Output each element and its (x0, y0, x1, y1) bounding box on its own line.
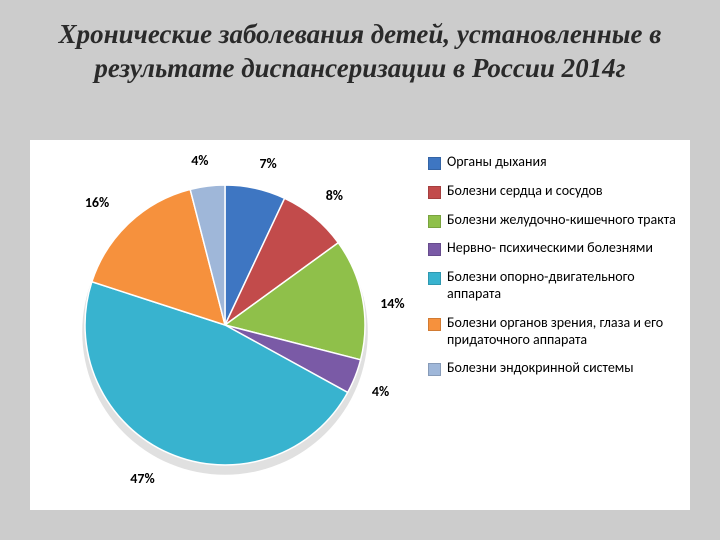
legend-label: Болезни эндокринной системы (447, 360, 634, 377)
legend-label: Болезни сердца и сосудов (447, 183, 603, 200)
chart-box: 7% 8% 14% 4% 47% 16% 4% Органы дыхания Болезни … (30, 140, 690, 510)
legend-item: Нервно- психическими болезнями (428, 240, 678, 257)
pie-wrap: 7%8%14%4%47%16%4% (50, 150, 400, 500)
legend-swatch (428, 272, 441, 285)
legend-item: Органы дыхания (428, 154, 678, 171)
legend-label: Органы дыхания (447, 154, 547, 171)
legend-label: Болезни органов зрения, глаза и его прид… (447, 315, 678, 349)
chart-title: Хронические заболевания детей, установле… (0, 0, 720, 92)
legend-item: Болезни желудочно-кишечного тракта (428, 212, 678, 229)
legend-label: Болезни опорно-двигательного аппарата (447, 269, 678, 303)
pie-data-label: 14% (380, 295, 404, 312)
legend-swatch (428, 215, 441, 228)
pie-data-label: 8% (326, 187, 343, 204)
legend: Органы дыхания Болезни сердца и сосудов Бо… (428, 154, 678, 389)
legend-swatch (428, 157, 441, 170)
legend-label: Нервно- психическими болезнями (447, 240, 653, 257)
slide: Хронические заболевания детей, установле… (0, 0, 720, 540)
legend-swatch (428, 186, 441, 199)
legend-label: Болезни желудочно-кишечного тракта (447, 212, 676, 229)
pie-data-label: 47% (130, 470, 154, 487)
pie-data-label: 16% (85, 194, 109, 211)
legend-item: Болезни сердца и сосудов (428, 183, 678, 200)
pie-data-label: 4% (191, 152, 208, 169)
legend-item: Болезни органов зрения, глаза и его прид… (428, 315, 678, 349)
legend-item: Болезни эндокринной системы (428, 360, 678, 377)
pie-data-label: 7% (259, 155, 276, 172)
legend-swatch (428, 318, 441, 331)
legend-item: Болезни опорно-двигательного аппарата (428, 269, 678, 303)
pie-data-label: 4% (372, 383, 389, 400)
legend-swatch (428, 363, 441, 376)
legend-swatch (428, 243, 441, 256)
